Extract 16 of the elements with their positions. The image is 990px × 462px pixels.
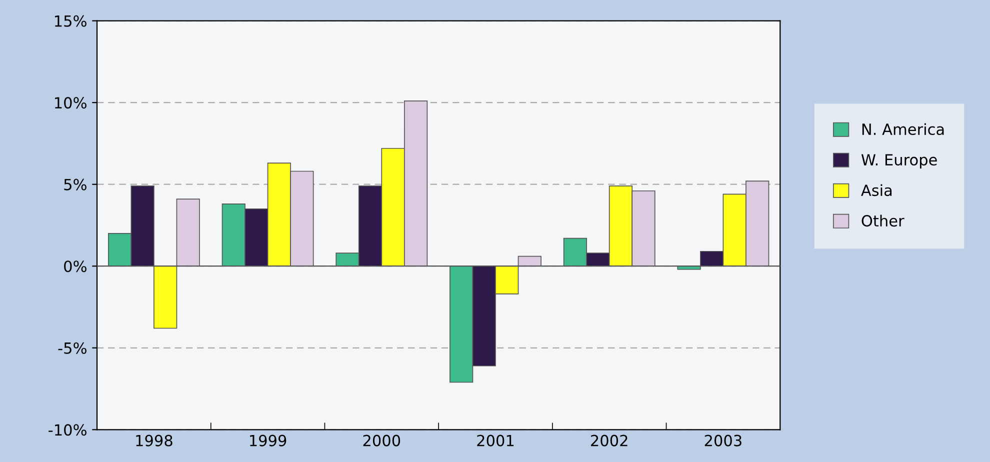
legend-label: Asia: [861, 184, 892, 196]
legend-label: Other: [862, 214, 904, 227]
x-tick-label: 2003: [704, 434, 742, 446]
y-tick-label: -5%: [58, 342, 86, 354]
y-tick-label: 0%: [64, 260, 86, 272]
x-tick-label: 1998: [136, 434, 172, 446]
legend-label: N. America: [862, 123, 944, 136]
x-tick-label: 1999: [250, 434, 286, 446]
y-tick-label: 15%: [55, 15, 86, 27]
y-tick-label: -10%: [48, 424, 86, 436]
x-tick-label: 2001: [477, 434, 514, 446]
x-tick-label: 2000: [363, 434, 400, 446]
x-tick-label: 2002: [591, 434, 628, 446]
y-tick-label: 10%: [55, 97, 86, 109]
y-tick-label: 5%: [64, 178, 86, 190]
legend-label: W. Europe: [861, 154, 937, 169]
